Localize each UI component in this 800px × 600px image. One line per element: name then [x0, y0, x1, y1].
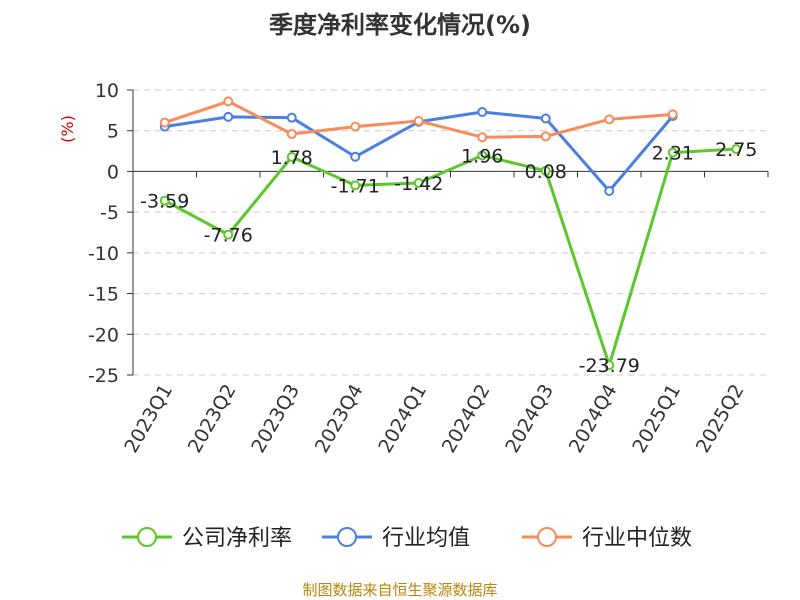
x-tick-label: 2023Q1 — [120, 381, 177, 457]
x-tick-labels: 2023Q1 2023Q2 2023Q3 2023Q4 2024Q1 2024Q2 2024… — [120, 381, 748, 457]
data-point — [604, 185, 615, 196]
legend-item[interactable]: 公司净利率 — [122, 526, 292, 551]
data-point — [286, 112, 297, 123]
y-tick-labels: 10 5 0 -5 -10 -15 -20 -25 — [88, 80, 119, 387]
y-tick-label: 5 — [107, 121, 119, 143]
y-tick-label: -10 — [88, 243, 119, 265]
data-point — [540, 165, 551, 176]
x-tick-label: 2023Q2 — [184, 381, 241, 457]
data-label: -7.76 — [204, 225, 253, 247]
data-point — [604, 360, 615, 371]
legend-item[interactable]: 行业中位数 — [522, 526, 692, 551]
y-tick-label: -15 — [88, 284, 119, 306]
x-tick-label: 2024Q2 — [438, 381, 495, 457]
data-label: -23.79 — [579, 355, 640, 377]
legend-label: 公司净利率 — [182, 526, 292, 551]
data-label: -3.59 — [140, 191, 189, 213]
x-tick-label: 2023Q3 — [247, 381, 304, 457]
data-point — [477, 106, 488, 117]
data-label: 1.78 — [271, 147, 313, 169]
data-label: 2.75 — [715, 139, 757, 161]
data-point — [667, 109, 678, 120]
data-point — [159, 195, 170, 206]
data-label: -1.42 — [394, 173, 443, 195]
legend-label: 行业均值 — [382, 526, 470, 551]
data-labels: -3.59 -7.76 1.78 -1.71 -1.42 1.96 0.08 -23.79 2.… — [140, 139, 757, 377]
data-label: 2.31 — [652, 143, 694, 165]
y-tick-label: -20 — [88, 324, 119, 346]
data-point — [477, 150, 488, 161]
x-tick-label: 2024Q3 — [501, 381, 558, 457]
data-point — [223, 96, 234, 107]
data-point — [604, 114, 615, 125]
y-axis-unit: (%) — [58, 115, 77, 143]
legend-item[interactable]: 行业均值 — [322, 526, 470, 551]
data-point — [350, 151, 361, 162]
data-point — [731, 144, 742, 155]
legend-marker — [337, 527, 357, 547]
x-tick-label: 2025Q1 — [628, 381, 685, 457]
y-tick-label: 10 — [95, 80, 119, 102]
source-note: 制图数据来自恒生聚源数据库 — [302, 581, 497, 599]
data-point — [540, 113, 551, 124]
data-point — [477, 132, 488, 143]
y-tick-label: -5 — [100, 202, 119, 224]
x-tick-label: 2024Q4 — [565, 381, 622, 457]
y-tick-label: -25 — [88, 365, 119, 387]
data-point — [159, 117, 170, 128]
legend-marker — [537, 527, 557, 547]
data-point — [223, 229, 234, 240]
legend-marker — [137, 527, 157, 547]
data-point — [413, 177, 424, 188]
legend[interactable]: 公司净利率 行业均值 行业中位数 — [122, 526, 692, 551]
chart-title: 季度净利率变化情况(%) — [269, 11, 531, 39]
data-point — [223, 111, 234, 122]
data-label: 0.08 — [525, 161, 567, 183]
data-label: -1.71 — [331, 175, 380, 197]
y-tick-label: 0 — [107, 161, 119, 183]
data-point — [350, 121, 361, 132]
x-tick-label: 2025Q2 — [692, 381, 749, 457]
data-point — [540, 131, 551, 142]
series-lines — [159, 96, 742, 371]
x-tick-label: 2023Q4 — [311, 381, 368, 457]
series-line — [164, 147, 737, 367]
data-point — [413, 115, 424, 126]
legend-label: 行业中位数 — [582, 526, 692, 551]
data-point — [350, 180, 361, 191]
axes — [127, 89, 769, 376]
data-point — [667, 147, 678, 158]
data-point — [286, 128, 297, 139]
data-label: 1.96 — [461, 145, 503, 167]
x-tick-label: 2024Q1 — [374, 381, 431, 457]
data-point — [286, 151, 297, 162]
